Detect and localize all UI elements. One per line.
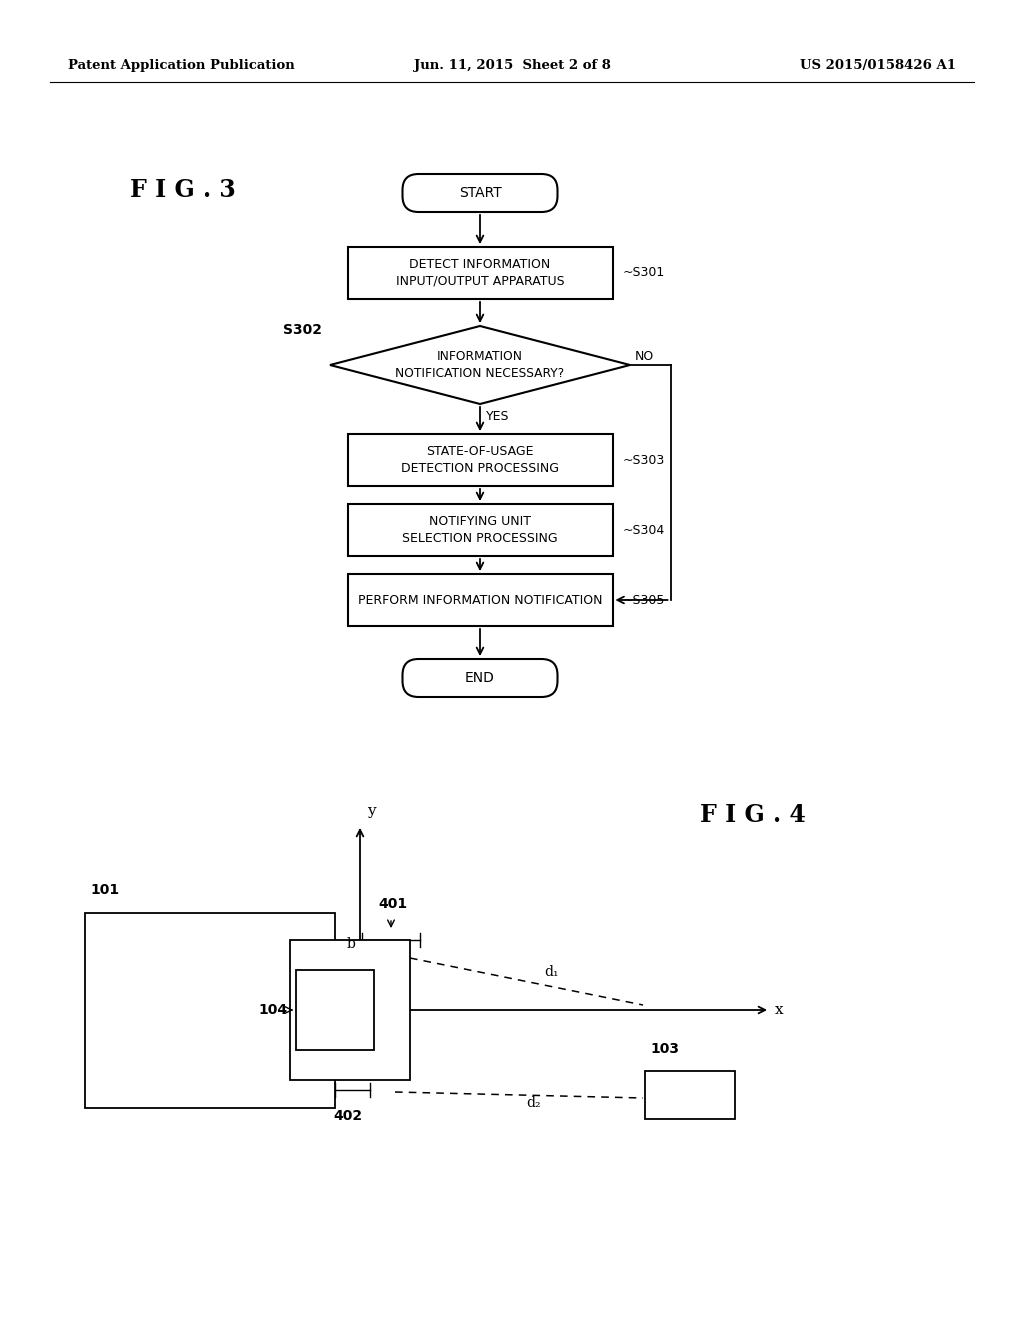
Bar <box>347 504 612 556</box>
Text: 104: 104 <box>258 1003 287 1016</box>
Text: Patent Application Publication: Patent Application Publication <box>68 59 295 73</box>
Text: NOTIFYING UNIT
SELECTION PROCESSING: NOTIFYING UNIT SELECTION PROCESSING <box>402 515 558 545</box>
Text: DETECT INFORMATION
INPUT/OUTPUT APPARATUS: DETECT INFORMATION INPUT/OUTPUT APPARATU… <box>395 257 564 288</box>
FancyBboxPatch shape <box>402 174 557 213</box>
Text: END: END <box>465 671 495 685</box>
Text: b: b <box>346 937 355 950</box>
Text: START: START <box>459 186 502 201</box>
Bar <box>85 912 335 1107</box>
Text: NO: NO <box>635 350 654 363</box>
Text: Jun. 11, 2015  Sheet 2 of 8: Jun. 11, 2015 Sheet 2 of 8 <box>414 59 610 73</box>
Bar <box>347 434 612 486</box>
Text: d₂: d₂ <box>526 1096 542 1110</box>
Text: y: y <box>367 804 376 818</box>
Text: INFORMATION
NOTIFICATION NECESSARY?: INFORMATION NOTIFICATION NECESSARY? <box>395 350 564 380</box>
Text: d₁: d₁ <box>544 965 559 979</box>
Text: F I G . 4: F I G . 4 <box>700 803 806 828</box>
Text: STATE-OF-USAGE
DETECTION PROCESSING: STATE-OF-USAGE DETECTION PROCESSING <box>401 445 559 475</box>
Text: YES: YES <box>486 411 510 424</box>
Text: x: x <box>775 1003 783 1016</box>
Text: ~S301: ~S301 <box>623 267 665 280</box>
Text: ~S304: ~S304 <box>623 524 665 536</box>
Text: 402: 402 <box>333 1109 362 1123</box>
Text: US 2015/0158426 A1: US 2015/0158426 A1 <box>800 59 956 73</box>
Text: F I G . 3: F I G . 3 <box>130 178 236 202</box>
Text: PERFORM INFORMATION NOTIFICATION: PERFORM INFORMATION NOTIFICATION <box>357 594 602 606</box>
Text: 103: 103 <box>650 1041 679 1056</box>
FancyBboxPatch shape <box>402 659 557 697</box>
Text: ~S305: ~S305 <box>623 594 665 606</box>
Bar <box>290 940 410 1080</box>
Text: S302: S302 <box>283 323 322 337</box>
Text: 101: 101 <box>90 883 119 898</box>
Bar <box>645 1071 735 1119</box>
Bar <box>347 574 612 626</box>
Text: 401: 401 <box>379 898 408 911</box>
Polygon shape <box>330 326 630 404</box>
Bar <box>296 970 374 1049</box>
Bar <box>347 247 612 300</box>
Text: ~S303: ~S303 <box>623 454 665 466</box>
